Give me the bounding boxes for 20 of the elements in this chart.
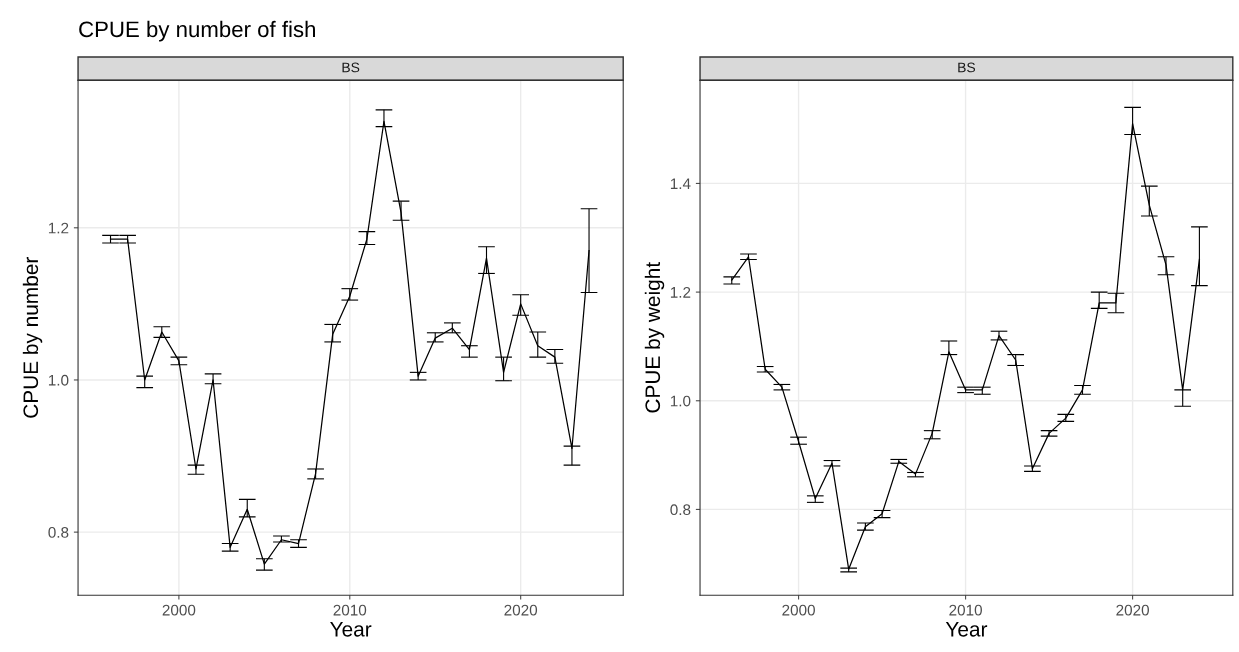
y-tick-label: 1.0 bbox=[48, 374, 69, 386]
y-tick-label: 0.8 bbox=[670, 504, 691, 516]
y-tick-label: 0.8 bbox=[48, 526, 69, 538]
y-axis-title: CPUE by number bbox=[22, 257, 43, 418]
y-tick-label: 1.0 bbox=[670, 395, 691, 407]
x-tick-label: 2010 bbox=[949, 604, 982, 616]
chart-subtitle: BS bbox=[958, 62, 976, 73]
x-tick-label: 2000 bbox=[162, 604, 196, 616]
y-tick-label: 1.2 bbox=[670, 286, 691, 298]
x-tick-label: 2000 bbox=[782, 604, 815, 616]
chart-title: CPUE by number of fish bbox=[79, 20, 315, 42]
y-tick-label: 1.2 bbox=[48, 222, 69, 234]
y-axis-title: CPUE by weight bbox=[644, 262, 665, 413]
y-tick-label: 1.4 bbox=[670, 178, 691, 189]
x-tick-label: 2010 bbox=[333, 604, 367, 616]
chart-subtitle: BS bbox=[342, 62, 360, 73]
x-tick-label: 2020 bbox=[1116, 604, 1149, 616]
x-tick-label: 2020 bbox=[504, 604, 538, 616]
x-axis-title: Year bbox=[330, 622, 372, 637]
x-axis-title: Year bbox=[945, 622, 988, 637]
